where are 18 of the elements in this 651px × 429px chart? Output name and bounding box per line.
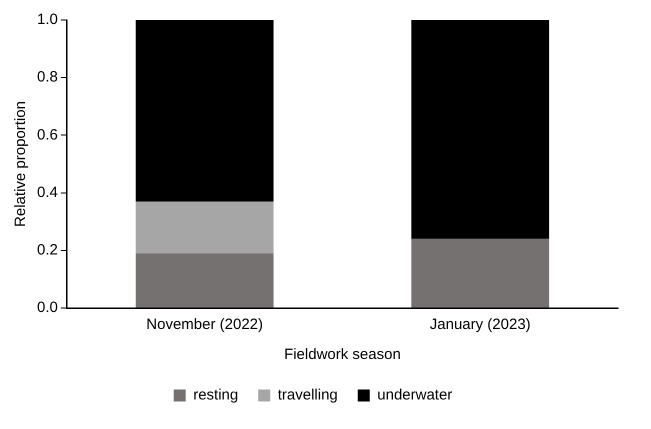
y-tick-label: 0.2 [36, 242, 58, 259]
bar [411, 238, 550, 308]
x-tick-label: January (2023) [430, 316, 531, 334]
legend-label: underwater [377, 386, 452, 404]
x-axis-title: Fieldwork season [284, 346, 401, 364]
bar [136, 20, 274, 202]
bar [411, 20, 550, 239]
y-axis-title: Relative proportion [12, 101, 30, 227]
y-tick-label: 1.0 [36, 11, 58, 28]
legend-label: travelling [278, 386, 338, 404]
x-tick-label: November (2022) [146, 316, 264, 334]
y-tick-label: 0.6 [36, 126, 58, 144]
y-tick-label: 0.8 [36, 68, 58, 86]
y-tick-label: 0.0 [36, 299, 58, 316]
y-tick-label: 0.4 [36, 184, 58, 201]
bar [136, 201, 274, 254]
bar [136, 253, 274, 308]
legend-label: resting [193, 386, 238, 404]
